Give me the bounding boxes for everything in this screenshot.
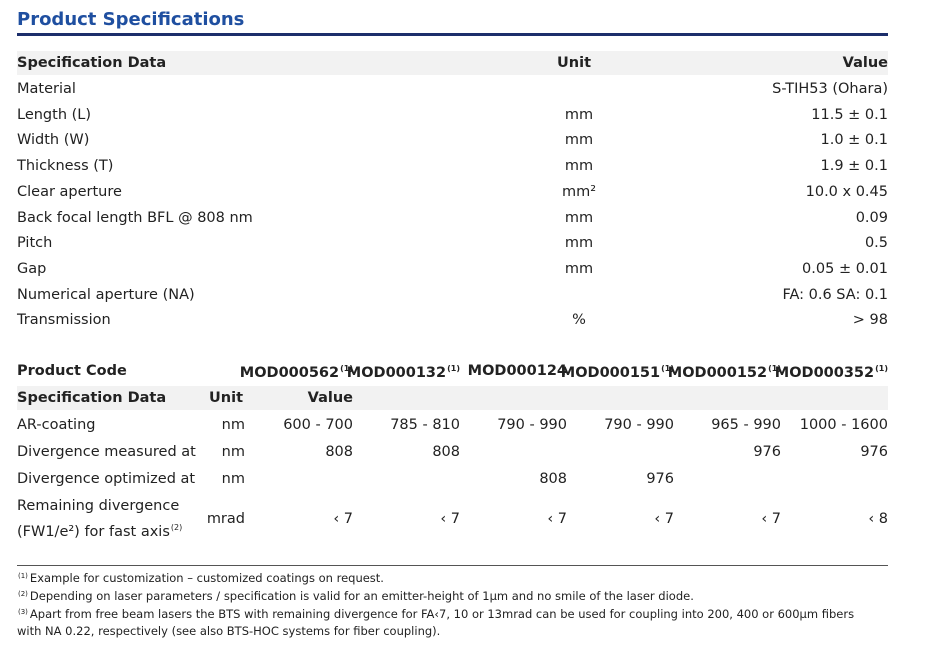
- spec-value: 11.5 ± 0.1: [811, 106, 888, 123]
- spec-value: 1.9 ± 0.1: [820, 158, 889, 175]
- spec-unit: mm: [564, 209, 594, 226]
- spec-label: Pitch: [17, 235, 53, 252]
- footnote-mark: (1): [18, 572, 28, 580]
- spec-unit: nm: [221, 444, 245, 460]
- spec-unit: nm: [221, 471, 245, 487]
- header-cell: Specification Data: [17, 390, 167, 406]
- product-code: MOD000132(1): [347, 360, 460, 382]
- spec-value: 785 - 810: [390, 417, 460, 433]
- product-code: MOD000124: [468, 362, 567, 380]
- product-code: MOD000352(1): [775, 360, 888, 382]
- spec-value: 808: [539, 471, 567, 487]
- spec-unit: mm: [564, 106, 594, 123]
- spec-value: 976: [646, 471, 674, 487]
- spec-value: 0.05 ± 0.01: [802, 260, 888, 277]
- footnote-ref: (1): [875, 364, 888, 373]
- spec-value: ‹ 7: [761, 511, 781, 527]
- spec-unit: mrad: [206, 511, 245, 527]
- spec-unit: mm: [564, 132, 594, 149]
- header-cell: Value: [307, 390, 353, 406]
- code-text: MOD000352: [774, 365, 875, 381]
- page-title: Product Specifications: [17, 9, 245, 30]
- footnote-ref: (1): [768, 364, 781, 373]
- code-text: MOD000152: [667, 365, 768, 381]
- spec-label: Thickness (T): [17, 158, 114, 175]
- footnote-text: Example for customization – customized c…: [29, 571, 384, 585]
- spec-value: ‹ 7: [333, 511, 353, 527]
- spec-value: > 98: [852, 312, 888, 329]
- spec-unit: mm: [564, 260, 594, 277]
- label-text: Divergence optimized at: [17, 471, 196, 487]
- footnote: (2) Depending on laser parameters / speci…: [17, 586, 877, 605]
- footnote-ref: (2): [170, 523, 183, 532]
- spec-value: 976: [860, 444, 888, 460]
- spec-unit: %: [572, 312, 586, 329]
- code-label: Product Code: [17, 363, 127, 379]
- header-cell: Unit: [209, 390, 243, 406]
- spec-value: 808: [432, 444, 460, 460]
- spec-value: 0.09: [855, 209, 888, 226]
- header-band: [17, 386, 888, 410]
- code-text: MOD000132: [346, 365, 447, 381]
- spec-unit: mm: [564, 235, 594, 252]
- spec-unit: mm: [564, 158, 594, 175]
- title-rule: [17, 33, 888, 36]
- spec-unit: mm²: [561, 183, 597, 200]
- footnote-mark: (3): [18, 608, 28, 616]
- product-code: MOD000152(1): [668, 360, 781, 382]
- spec-value: S-TIH53 (Ohara): [772, 81, 888, 97]
- spec-value: ‹ 7: [547, 511, 567, 527]
- label-text: Divergence measured at: [17, 444, 196, 460]
- spec-value: ‹ 7: [654, 511, 674, 527]
- spec-unit: nm: [221, 417, 245, 433]
- spec-value: 600 - 700: [283, 417, 353, 433]
- spec-label: Clear aperture: [17, 183, 122, 200]
- product-code: MOD000151(1): [561, 360, 674, 382]
- code-text: MOD000562: [239, 365, 340, 381]
- spec-value: FA: 0.6 SA: 0.1: [782, 286, 888, 303]
- spec-value: 1.0 ± 0.1: [820, 132, 889, 149]
- footnote-text: Depending on laser parameters / specific…: [29, 589, 694, 603]
- header-cell: Value: [842, 55, 888, 71]
- code-text: MOD000151: [560, 365, 661, 381]
- product-code: MOD000562(1): [240, 360, 353, 382]
- spec-label: Numerical aperture (NA): [17, 286, 195, 303]
- footnote-rule: [17, 565, 888, 566]
- spec-label: Back focal length BFL @ 808 nm: [17, 209, 253, 226]
- spec-label: Width (W): [17, 132, 90, 149]
- spec-label: Gap: [17, 260, 47, 277]
- spec-value: ‹ 8: [868, 511, 888, 527]
- spec-value: 965 - 990: [711, 417, 781, 433]
- footnote-ref: (1): [661, 364, 674, 373]
- footnote-ref: (1): [447, 364, 460, 373]
- spec-label: Divergence measured at: [17, 443, 196, 461]
- footnote-mark: (2): [18, 590, 28, 598]
- spec-value: 0.5: [864, 235, 888, 252]
- spec-value: 790 - 990: [604, 417, 674, 433]
- spec-value: 976: [753, 444, 781, 460]
- header-cell: Specification Data: [17, 55, 167, 71]
- footnote: (3) Apart from free beam lasers the BTS w…: [17, 604, 877, 640]
- header-band: [17, 51, 888, 75]
- code-text: MOD000124: [467, 363, 567, 379]
- spec-value: 808: [325, 444, 353, 460]
- spec-label: Remaining divergence (FW1/e²) for fast a…: [17, 495, 192, 543]
- spec-label: Transmission: [17, 312, 111, 329]
- footnote: (1) Example for customization – customize…: [17, 568, 877, 587]
- footnote-ref: (1): [340, 364, 353, 373]
- spec-label: Length (L): [17, 106, 92, 123]
- spec-value: 790 - 990: [497, 417, 567, 433]
- spec-label: Divergence optimized at: [17, 470, 195, 488]
- spec-value: 10.0 x 0.45: [805, 183, 888, 200]
- label-text: AR-coating: [17, 417, 96, 433]
- spec-label: AR-coating: [17, 416, 95, 434]
- footnote-text: Apart from free beam lasers the BTS with…: [17, 607, 855, 638]
- label-text: Remaining divergence (FW1/e²) for fast a…: [17, 498, 180, 540]
- spec-value: 1000 - 1600: [799, 417, 888, 433]
- spec-value: ‹ 7: [440, 511, 460, 527]
- header-cell: Unit: [557, 55, 591, 71]
- spec-label: Material: [17, 81, 76, 97]
